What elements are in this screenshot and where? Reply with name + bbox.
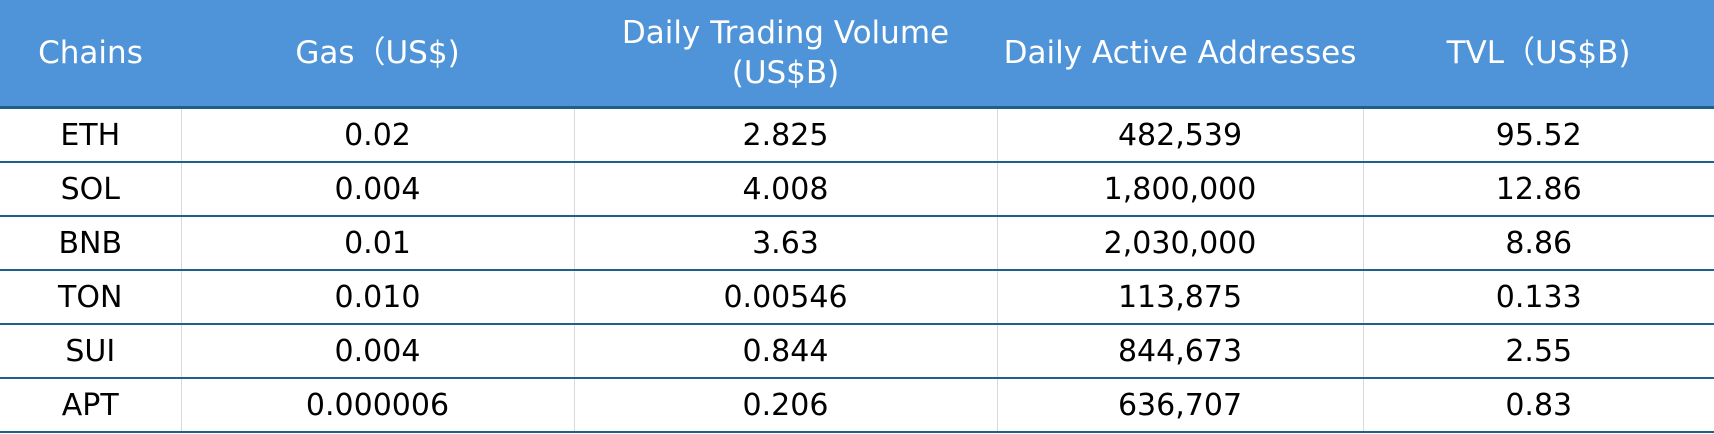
cell-chain: ETH (0, 107, 181, 163)
cell-gas: 0.004 (180, 324, 574, 379)
cell-tvl: 12.86 (1362, 162, 1714, 217)
cell-trading-volume: 0.844 (573, 324, 997, 379)
cell-chain: SOL (0, 162, 181, 217)
cell-tvl: 8.86 (1362, 216, 1714, 271)
table-row: APT 0.000006 0.206 636,707 0.83 (0, 378, 1714, 433)
table-row: ETH 0.02 2.825 482,539 95.52 (0, 107, 1714, 163)
cell-chain: APT (0, 378, 181, 433)
cell-tvl: 0.133 (1362, 270, 1714, 325)
cell-tvl: 2.55 (1362, 324, 1714, 379)
cell-trading-volume: 2.825 (573, 107, 997, 163)
cell-chain: BNB (0, 216, 181, 271)
cell-active-addresses: 844,673 (996, 324, 1363, 379)
cell-gas: 0.004 (180, 162, 574, 217)
cell-trading-volume: 3.63 (573, 216, 997, 271)
cell-active-addresses: 2,030,000 (996, 216, 1363, 271)
table-row: SUI 0.004 0.844 844,673 2.55 (0, 324, 1714, 379)
cell-trading-volume: 0.206 (573, 378, 997, 433)
header-tvl: TVL（US$B) (1363, 0, 1714, 109)
cell-gas: 0.000006 (180, 378, 574, 433)
table-row: SOL 0.004 4.008 1,800,000 12.86 (0, 162, 1714, 217)
cell-active-addresses: 482,539 (996, 107, 1363, 163)
table-row: BNB 0.01 3.63 2,030,000 8.86 (0, 216, 1714, 271)
cell-tvl: 95.52 (1362, 107, 1714, 163)
header-daily-active-addresses: Daily Active Addresses (997, 0, 1363, 109)
cell-active-addresses: 113,875 (996, 270, 1363, 325)
cell-gas: 0.010 (180, 270, 574, 325)
cell-gas: 0.02 (180, 107, 574, 163)
cell-tvl: 0.83 (1362, 378, 1714, 433)
cell-gas: 0.01 (180, 216, 574, 271)
cell-chain: TON (0, 270, 181, 325)
header-row: Chains Gas（US$) Daily Trading Volume (US… (0, 0, 1714, 109)
cell-active-addresses: 1,800,000 (996, 162, 1363, 217)
table-row: TON 0.010 0.00546 113,875 0.133 (0, 270, 1714, 325)
header-gas: Gas（US$) (181, 0, 574, 109)
cell-trading-volume: 4.008 (573, 162, 997, 217)
header-daily-trading-volume: Daily Trading Volume (US$B) (574, 0, 997, 109)
cell-chain: SUI (0, 324, 181, 379)
cell-trading-volume: 0.00546 (573, 270, 997, 325)
header-chains: Chains (0, 0, 181, 109)
cell-active-addresses: 636,707 (996, 378, 1363, 433)
